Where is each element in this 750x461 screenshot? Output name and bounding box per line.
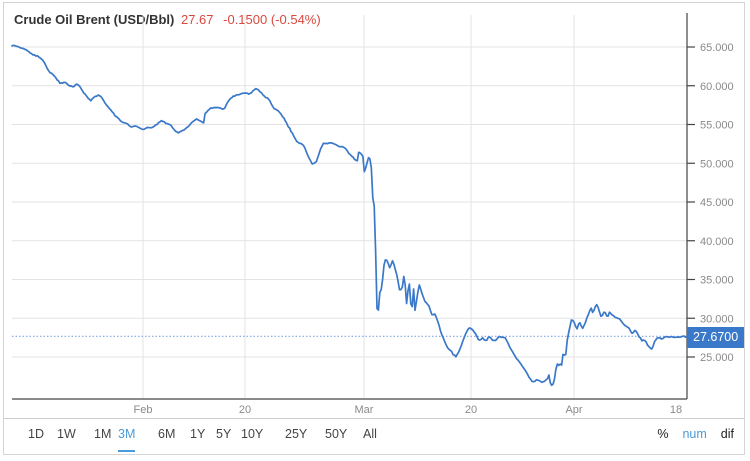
svg-text:60.000: 60.000 <box>700 81 734 93</box>
svg-text:55.000: 55.000 <box>700 120 734 132</box>
svg-text:35.000: 35.000 <box>700 275 734 287</box>
svg-text:50.000: 50.000 <box>700 158 734 170</box>
svg-text:Mar: Mar <box>355 404 374 416</box>
svg-text:Feb: Feb <box>134 404 153 416</box>
svg-text:20: 20 <box>465 404 477 416</box>
svg-text:Apr: Apr <box>565 404 582 416</box>
svg-text:30.000: 30.000 <box>700 313 734 325</box>
svg-text:45.000: 45.000 <box>700 197 734 209</box>
svg-text:18: 18 <box>670 404 682 416</box>
svg-text:65.000: 65.000 <box>700 42 734 54</box>
svg-text:20: 20 <box>239 404 251 416</box>
svg-text:25.000: 25.000 <box>700 352 734 364</box>
svg-text:40.000: 40.000 <box>700 236 734 248</box>
